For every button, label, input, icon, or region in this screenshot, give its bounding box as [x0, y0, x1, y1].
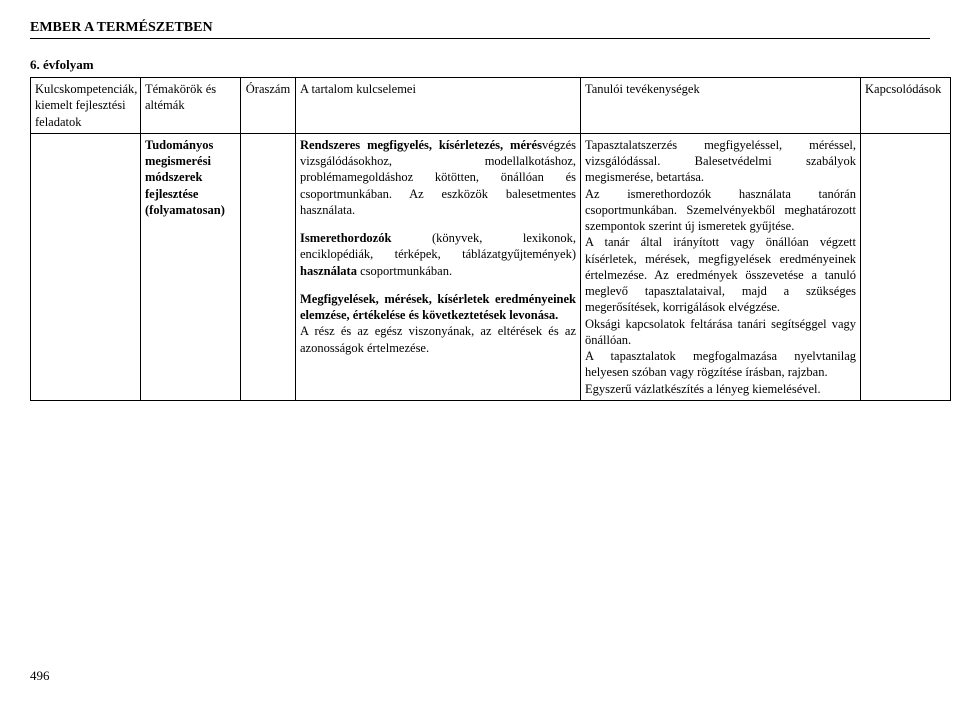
col4-p4: A rész és az egész viszonyának, az eltér… [300, 324, 576, 354]
header-col6: Kapcsolódások [861, 78, 951, 134]
table-header-row: Kulcskompetenciák, kiemelt fejlesztési f… [31, 78, 951, 134]
cell-col2: Tudományos megismerési módszerek fejlesz… [141, 133, 241, 400]
cell-col1 [31, 133, 141, 400]
header-col5: Tanulói tevékenységek [581, 78, 861, 134]
header-col4: A tartalom kulcselemei [296, 78, 581, 134]
grade-level: 6. évfolyam [30, 57, 930, 73]
table-data-row: Tudományos megismerési módszerek fejlesz… [31, 133, 951, 400]
curriculum-table: Kulcskompetenciák, kiemelt fejlesztési f… [30, 77, 951, 401]
col4-p2-bold: Ismerethordozók [300, 231, 391, 245]
col4-p3-bold: Megfigyelések, mérések, kísérletek eredm… [300, 292, 576, 322]
cell-col6 [861, 133, 951, 400]
cell-col3 [241, 133, 296, 400]
page-number: 496 [30, 668, 50, 684]
header-col3: Óraszám [241, 78, 296, 134]
cell-col5: Tapasztalatszerzés megfigyeléssel, mérés… [581, 133, 861, 400]
cell-col4: Rendszeres megfigyelés, kísérletezés, mé… [296, 133, 581, 400]
page-header: EMBER A TERMÉSZETBEN [30, 20, 930, 39]
col4-p2-bold2: használata [300, 264, 357, 278]
col4-p1-bold: Rendszeres megfigyelés, kísérletezés, mé… [300, 138, 542, 152]
header-col1: Kulcskompetenciák, kiemelt fejlesztési f… [31, 78, 141, 134]
header-col2: Témakörök és altémák [141, 78, 241, 134]
col4-p2-rest2: csoportmunkában. [357, 264, 452, 278]
